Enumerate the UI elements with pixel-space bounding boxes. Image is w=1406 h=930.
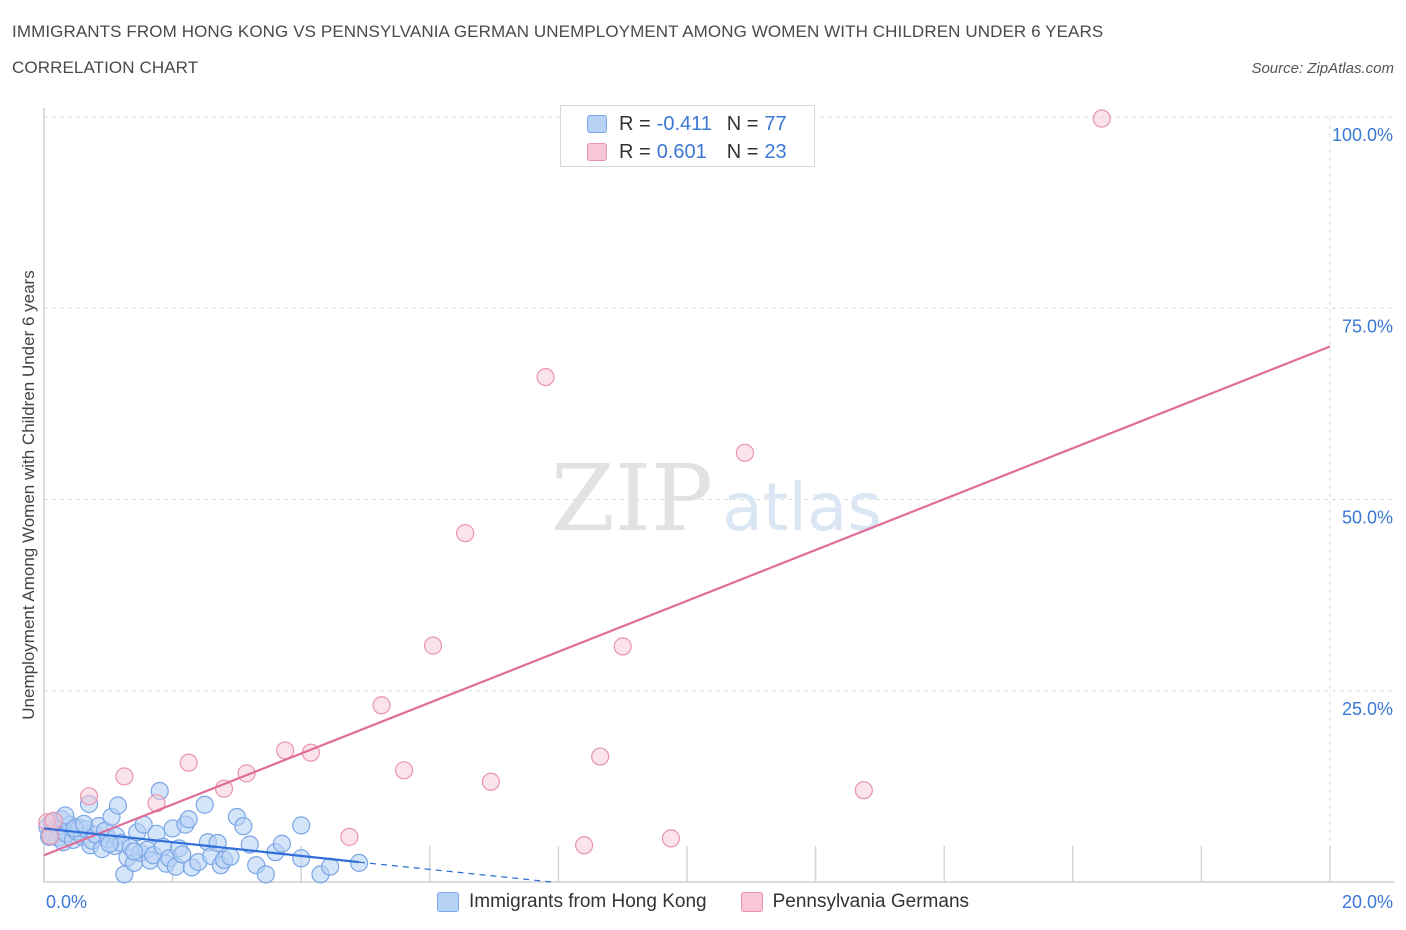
legend-n-value: 77 bbox=[764, 112, 787, 135]
data-point-pennsylvania-german bbox=[115, 767, 134, 786]
data-point-pennsylvania-german bbox=[456, 524, 475, 543]
correlation-legend: R = -0.411 N = 77 R = 0.601 N = 23 bbox=[560, 105, 815, 167]
data-point-hong-kong bbox=[173, 845, 192, 864]
legend-n-label: N = bbox=[726, 140, 759, 163]
data-point-hong-kong bbox=[221, 847, 240, 866]
watermark: ZIP atlas bbox=[551, 445, 882, 552]
legend-label-pennsylvania-germans: Pennsylvania Germans bbox=[772, 891, 970, 912]
legend-r-value: -0.411 bbox=[656, 112, 712, 135]
y-tick-label: 50.0% bbox=[1342, 508, 1393, 528]
trend-line-pennsylvania-germans bbox=[43, 345, 1331, 857]
data-point-pennsylvania-german bbox=[394, 761, 414, 780]
data-point-pennsylvania-german bbox=[423, 636, 443, 655]
data-point-hong-kong bbox=[179, 810, 198, 829]
data-point-pennsylvania-german bbox=[536, 368, 555, 387]
y-tick-label: 100.0% bbox=[1332, 125, 1393, 145]
source-credit: Source: ZipAtlas.com bbox=[1251, 60, 1394, 77]
legend-n-label: N = bbox=[726, 112, 759, 135]
legend-row-pennsylvania-germans: R = 0.601 N = 23 bbox=[587, 139, 787, 165]
y-tick-label: 25.0% bbox=[1342, 699, 1393, 719]
x-tick-label: 0.0% bbox=[46, 892, 87, 912]
legend-n-value: 23 bbox=[764, 140, 787, 163]
legend-r-label: R = bbox=[619, 112, 651, 135]
trend-line-hong-kong bbox=[43, 827, 360, 864]
series-pennsylvania-german-points bbox=[38, 109, 1111, 855]
data-point-pennsylvania-german bbox=[735, 443, 754, 462]
trend-lines bbox=[43, 345, 1331, 883]
series-legend: Immigrants from Hong Kong Pennsylvania G… bbox=[0, 888, 1406, 916]
data-point-hong-kong bbox=[292, 849, 311, 868]
data-point-pennsylvania-german bbox=[481, 772, 500, 791]
data-point-hong-kong bbox=[195, 795, 214, 814]
legend-r-label: R = bbox=[619, 140, 651, 163]
tick-labels: 25.0% 50.0% 75.0% 100.0% 0.0% 20.0% bbox=[46, 125, 1393, 912]
legend-row-hong-kong: R = -0.411 N = 77 bbox=[587, 111, 787, 137]
x-tick-label: 20.0% bbox=[1342, 892, 1393, 912]
data-point-hong-kong bbox=[108, 796, 128, 815]
data-point-hong-kong bbox=[256, 865, 275, 884]
data-point-pennsylvania-german bbox=[340, 827, 359, 846]
data-point-pennsylvania-german bbox=[214, 779, 234, 798]
watermark-zip: ZIP bbox=[551, 445, 713, 552]
legend-swatch-pink bbox=[740, 892, 763, 912]
legend-label-hong-kong: Immigrants from Hong Kong bbox=[468, 891, 707, 912]
data-point-pennsylvania-german bbox=[1092, 109, 1111, 128]
data-point-hong-kong bbox=[234, 817, 253, 836]
chart-title: IMMIGRANTS FROM HONG KONG VS PENNSYLVANI… bbox=[12, 22, 1104, 77]
data-point-hong-kong bbox=[208, 833, 227, 853]
data-point-pennsylvania-german bbox=[575, 836, 594, 855]
data-point-hong-kong bbox=[349, 853, 369, 872]
data-point-pennsylvania-german bbox=[613, 637, 632, 656]
data-point-pennsylvania-german bbox=[179, 753, 198, 772]
data-point-hong-kong bbox=[240, 835, 259, 854]
trend-line-hong-kong-extension bbox=[359, 861, 553, 883]
legend-swatch-blue bbox=[587, 115, 607, 133]
legend-item-hong-kong[interactable]: Immigrants from Hong Kong bbox=[436, 891, 707, 913]
data-point-pennsylvania-german bbox=[661, 829, 681, 848]
y-tick-label: 75.0% bbox=[1342, 316, 1393, 336]
data-point-hong-kong bbox=[100, 834, 119, 853]
legend-swatch-blue bbox=[436, 892, 459, 912]
data-point-pennsylvania-german bbox=[854, 781, 873, 800]
data-point-hong-kong bbox=[74, 814, 93, 833]
data-point-pennsylvania-german bbox=[591, 747, 610, 766]
legend-item-pennsylvania-germans[interactable]: Pennsylvania Germans bbox=[740, 891, 970, 913]
legend-r-value: 0.601 bbox=[656, 140, 707, 163]
legend-swatch-pink bbox=[587, 143, 607, 161]
data-point-hong-kong bbox=[292, 816, 311, 835]
data-point-hong-kong bbox=[124, 842, 144, 861]
data-point-pennsylvania-german bbox=[372, 696, 391, 715]
data-point-pennsylvania-german bbox=[44, 811, 63, 830]
data-point-pennsylvania-german bbox=[79, 787, 99, 806]
data-point-hong-kong bbox=[272, 834, 292, 853]
